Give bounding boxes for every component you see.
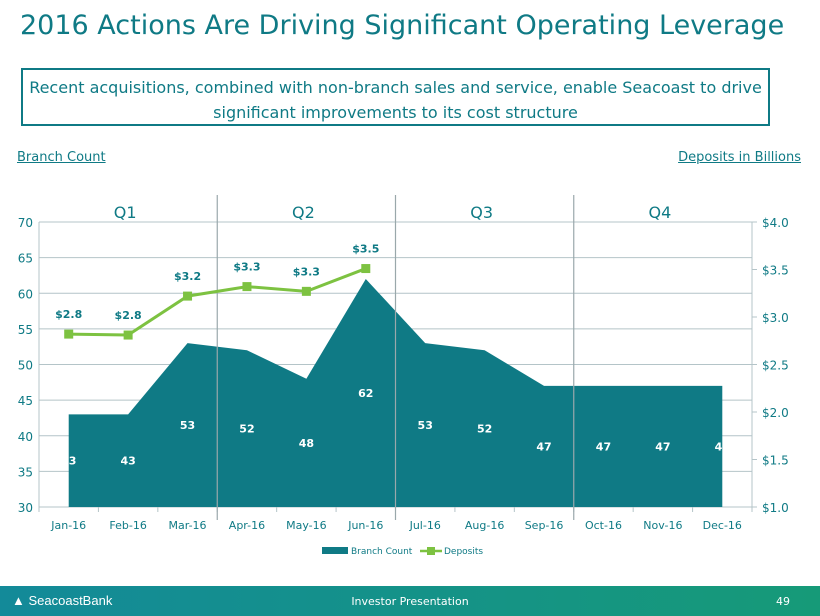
chart: 30 35 40 45 50 55 60 65 70 $1.0 $1.5 $2.0 $2.5 $3.0 $3… xyxy=(18,195,789,557)
deposits-label: $3.3 xyxy=(233,261,260,274)
left-tick-label: 65 xyxy=(18,252,33,266)
right-tick-label: $1.5 xyxy=(762,454,789,468)
deposits-marker xyxy=(301,286,311,296)
left-tick-label: 40 xyxy=(18,430,33,444)
x-tick-label: Jun-16 xyxy=(347,519,383,532)
right-tick-label: $1.0 xyxy=(762,501,789,515)
legend-label-deposits: Deposits xyxy=(444,547,483,557)
deposits-line xyxy=(68,267,367,337)
deposits-marker xyxy=(242,282,252,292)
right-tick-label: $4.0 xyxy=(762,216,789,230)
right-tick-label: $2.0 xyxy=(762,406,789,420)
logo: ▲ SeacoastBank xyxy=(12,593,113,608)
page-title: 2016 Actions Are Driving Significant Ope… xyxy=(20,10,785,41)
left-tick-label: 35 xyxy=(18,465,33,479)
deposits-label: $2.8 xyxy=(55,308,82,321)
right-axis-title: Deposits in Billions xyxy=(678,150,801,165)
branch-count-label: 47 xyxy=(536,440,551,453)
left-tick-label: 55 xyxy=(18,323,33,337)
branch-count-label: 47 xyxy=(596,440,611,453)
branch-count-label: 53 xyxy=(180,419,195,432)
left-tick-label: 60 xyxy=(18,287,33,301)
deposits-label: $3.3 xyxy=(293,265,320,278)
right-tick-label: $3.5 xyxy=(762,264,789,278)
quarter-label: Q4 xyxy=(648,203,671,222)
x-tick-label: Aug-16 xyxy=(465,519,504,532)
callout-box: Recent acquisitions, combined with non-b… xyxy=(21,68,770,126)
branch-count-label: 43 xyxy=(61,455,76,468)
footer-title: Investor Presentation xyxy=(351,595,469,608)
x-tick-label: Jan-16 xyxy=(50,519,86,532)
branch-count-label: 52 xyxy=(239,423,254,436)
legend-swatch-branch-count xyxy=(322,547,348,554)
deposits-label: $2.8 xyxy=(115,309,142,322)
quarter-label: Q3 xyxy=(470,203,493,222)
branch-count-label: 43 xyxy=(120,455,135,468)
x-tick-label: May-16 xyxy=(286,519,327,532)
right-tick-label: $2.5 xyxy=(762,359,789,373)
branch-count-label: 47 xyxy=(655,440,670,453)
left-tick-label: 45 xyxy=(18,394,33,408)
x-tick-label: Apr-16 xyxy=(229,519,265,532)
branch-count-label: 47 xyxy=(715,440,730,453)
deposits-marker xyxy=(183,291,193,301)
left-tick-label: 50 xyxy=(18,359,33,373)
legend-swatch-deposits-marker xyxy=(427,547,435,555)
right-tick-label: $3.0 xyxy=(762,311,789,325)
footer: ▲ SeacoastBank Investor Presentation 49 xyxy=(0,586,820,616)
x-tick-label: Feb-16 xyxy=(109,519,146,532)
branch-count-label: 52 xyxy=(477,423,492,436)
deposits-marker xyxy=(64,329,74,339)
x-tick-label: Mar-16 xyxy=(169,519,207,532)
left-tick-label: 30 xyxy=(18,501,33,515)
left-axis-title: Branch Count xyxy=(17,150,106,165)
deposits-marker xyxy=(361,264,371,274)
x-tick-label: Sep-16 xyxy=(525,519,564,532)
branch-count-label: 62 xyxy=(358,387,373,400)
x-tick-label: Nov-16 xyxy=(643,519,682,532)
deposits-label: $3.2 xyxy=(174,270,201,283)
left-tick-label: 70 xyxy=(18,216,33,230)
deposits-label: $3.5 xyxy=(352,243,379,256)
quarter-label: Q2 xyxy=(292,203,315,222)
x-tick-label: Jul-16 xyxy=(409,519,441,532)
x-tick-label: Oct-16 xyxy=(585,519,622,532)
branch-count-label: 48 xyxy=(299,437,314,450)
legend-label-branch-count: Branch Count xyxy=(351,547,413,557)
branch-count-label: 53 xyxy=(418,419,433,432)
quarter-label: Q1 xyxy=(114,203,137,222)
x-tick-label: Dec-16 xyxy=(703,519,742,532)
page-number: 49 xyxy=(776,595,790,608)
deposits-marker xyxy=(123,330,133,340)
